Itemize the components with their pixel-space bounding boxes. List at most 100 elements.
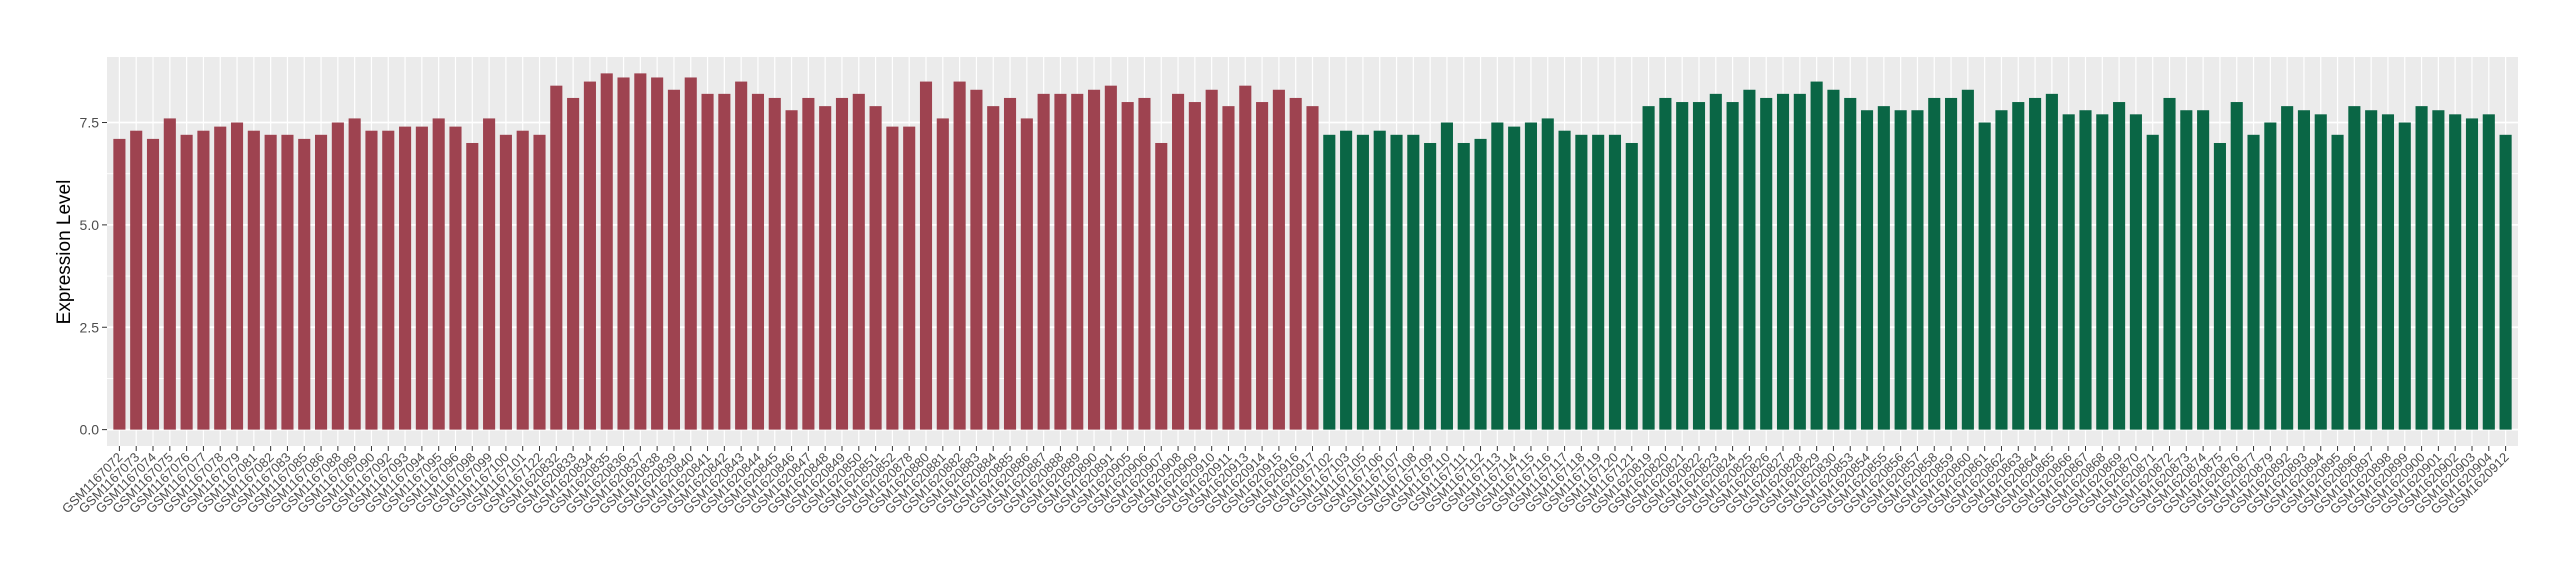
bar [567,97,580,430]
bar [2180,110,2193,430]
bar [415,126,428,430]
bar [432,118,445,430]
bar [1222,106,1235,430]
bar [1844,97,1857,430]
bar [2213,142,2226,430]
bar [852,93,865,430]
bar [1373,130,1386,430]
bar [2197,110,2210,430]
bar [718,93,731,430]
bar [1995,110,2008,430]
bar [1172,93,1185,430]
bar [1138,97,1151,430]
bar [919,81,933,430]
bar [936,118,949,430]
bar [1776,93,1790,430]
bar [2415,106,2428,430]
y-tick-label: 0.0 [80,422,100,438]
bar [1340,130,1353,430]
bar [130,130,143,430]
bar [1810,81,1823,430]
bar [298,138,311,430]
bar [802,97,815,430]
bar [180,134,193,430]
bar [1054,93,1067,430]
bar [2096,114,2109,430]
bar [684,77,697,430]
bar [2029,97,2042,430]
bar [1793,93,1806,430]
bar [2163,97,2176,430]
bar [751,93,765,430]
bar [2314,114,2327,430]
bar [449,126,462,430]
bar [2348,106,2361,430]
y-tick-label: 7.5 [80,115,100,131]
bar [1474,138,1487,430]
bar [2230,102,2243,430]
bar [1692,102,1706,430]
bar [1978,122,1991,430]
bar [1541,118,1554,430]
bar [1608,134,1622,430]
y-tick-label: 5.0 [80,217,100,233]
bar [2129,114,2142,430]
bar [1239,85,1252,430]
bar [2012,102,2025,430]
bar [2079,110,2092,430]
bar [2045,93,2058,430]
bar [315,134,328,430]
bar [1424,142,1437,430]
bar [1256,102,1269,430]
bar [1087,89,1101,430]
bar [1642,106,1655,430]
bar [600,73,613,430]
bar [382,130,395,430]
bar [835,97,849,430]
bar [735,81,748,430]
bar [819,106,832,430]
bar [1104,85,1117,430]
bar [1440,122,1453,430]
y-axis-title: Expression Level [54,180,75,325]
bar [550,85,563,430]
bar [466,142,479,430]
bar [2432,110,2445,430]
bar [1323,134,1336,430]
bar [768,97,781,430]
bar [2465,118,2479,430]
bar [1945,97,1958,430]
bar [365,130,378,430]
bar [1037,93,1050,430]
bar [1491,122,1504,430]
bar [348,118,361,430]
bar [785,110,798,430]
bar [634,73,647,430]
bar [1709,93,1722,430]
bar [953,81,966,430]
bar [1356,134,1369,430]
bar [1306,106,1319,430]
bar [2449,114,2462,430]
bar [247,130,260,430]
bar [583,81,596,430]
bar [2499,134,2512,430]
bar [1743,89,1756,430]
bar [516,130,529,430]
bar [2365,110,2378,430]
bar [1524,122,1538,430]
bar [987,106,1000,430]
y-tick-label: 2.5 [80,319,100,335]
bar [1020,118,1033,430]
bar [1877,106,1890,430]
bar [1860,110,1874,430]
bar [1911,110,1924,430]
bar [113,138,126,430]
bar [2146,134,2159,430]
bar [230,122,244,430]
bar [483,118,496,430]
bar [2482,114,2495,430]
bar [1407,134,1420,430]
